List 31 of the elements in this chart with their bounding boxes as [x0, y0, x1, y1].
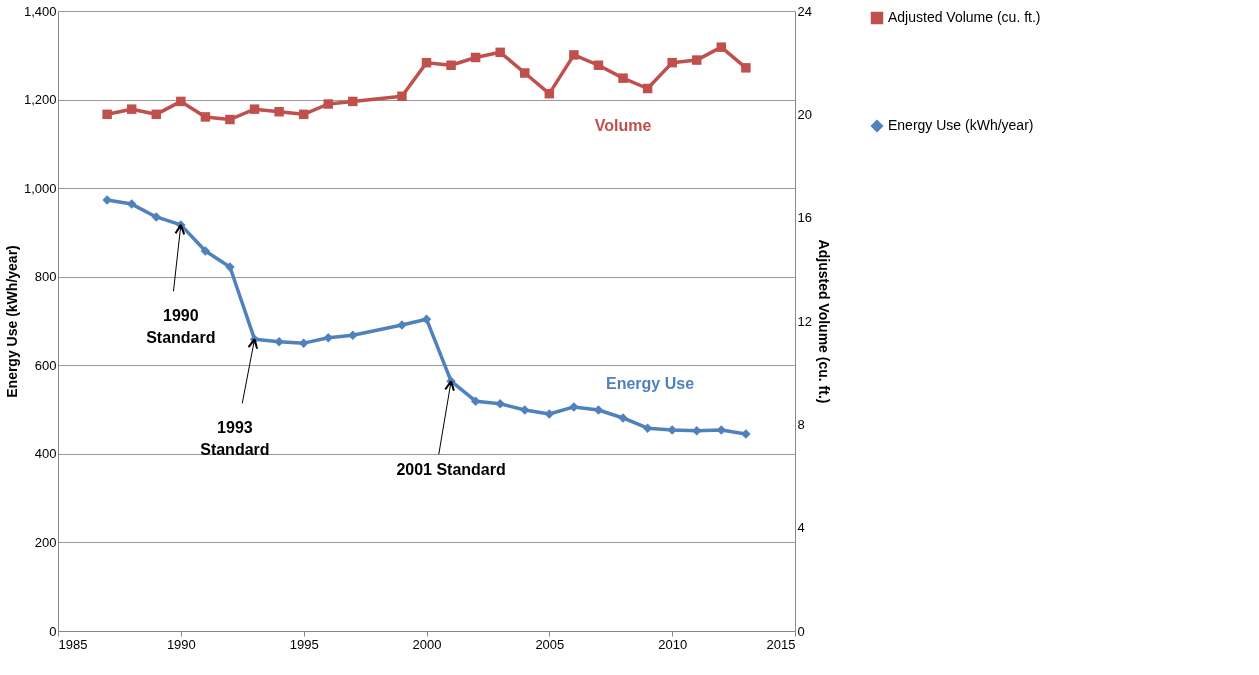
y-tick-label: 800	[34, 269, 57, 285]
x-tick-label: 2005	[535, 636, 565, 652]
legend-label: Energy Use (kWh/year)	[888, 117, 1034, 133]
annotation: 2001 Standard	[396, 460, 506, 478]
y2-tick-label: 8	[797, 416, 805, 432]
y-tick-label: 200	[34, 534, 57, 550]
x-tick-label: 1995	[289, 636, 319, 652]
x-tick-label: 2010	[658, 636, 688, 652]
legend-label: Adjusted Volume (cu. ft.)	[888, 9, 1041, 25]
x-tick-label: 1985	[58, 636, 88, 652]
y-axis-title: Energy Use (kWh/year)	[3, 245, 20, 398]
y-tick-label: 1,000	[23, 180, 57, 196]
x-tick-label: 1990	[166, 636, 196, 652]
annotation: Volume	[594, 117, 652, 134]
annotation: Energy Use	[605, 375, 695, 392]
y2-tick-label: 0	[797, 623, 805, 639]
y2-tick-label: 24	[797, 3, 812, 19]
y2-tick-label: 4	[797, 520, 805, 536]
y-tick-label: 400	[34, 446, 57, 462]
y2-tick-label: 20	[797, 106, 812, 122]
y-tick-label: 0	[49, 623, 57, 639]
annotation: 1993 Standard	[200, 418, 270, 458]
y2-tick-label: 12	[797, 313, 812, 329]
x-tick-label: 2000	[412, 636, 442, 652]
y-tick-label: 600	[34, 357, 57, 373]
y-tick-label: 1,200	[23, 92, 57, 108]
annotation: 1990 Standard	[146, 306, 216, 346]
y2-tick-label: 16	[797, 210, 812, 226]
y-tick-label: 1,400	[23, 3, 57, 19]
y2-axis-title: Adjusted Volume (cu. ft.)	[815, 239, 832, 404]
x-tick-label: 2015	[766, 636, 796, 652]
